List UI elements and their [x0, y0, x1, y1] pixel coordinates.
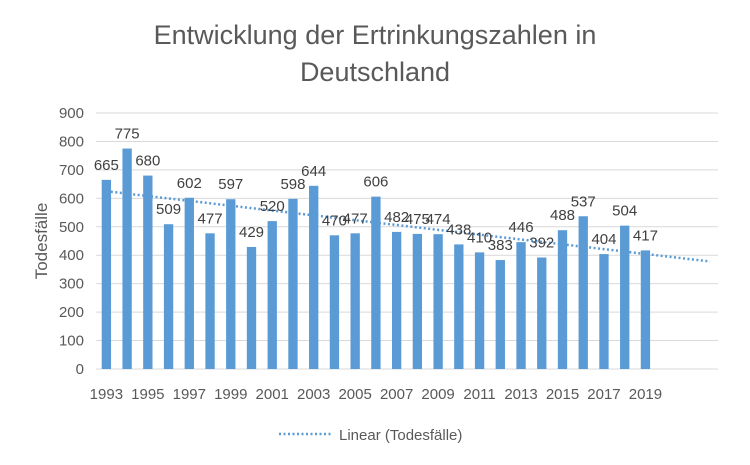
chart-title-line-2: Deutschland [300, 57, 450, 87]
bar-2018 [620, 225, 630, 369]
bar-2011 [474, 252, 485, 369]
bar-2014 [537, 257, 547, 369]
x-tick-label: 2005 [338, 386, 371, 403]
y-tick-label: 300 [59, 276, 84, 293]
data-label-2012: 383 [488, 237, 513, 254]
x-tick-label: 2011 [463, 386, 495, 403]
data-label-2002: 598 [280, 176, 305, 193]
data-label-1994: 775 [115, 126, 140, 143]
data-label-2011: 410 [467, 229, 492, 246]
x-tick-label: 2001 [256, 386, 289, 403]
y-tick-label: 800 [59, 133, 84, 150]
bar-2003 [309, 185, 319, 369]
chart-title-line-1: Entwicklung der Ertrinkungszahlen in [154, 20, 597, 50]
x-tick-label: 2007 [380, 386, 413, 403]
data-label-2001: 520 [260, 198, 285, 215]
bar-2006 [371, 196, 381, 369]
x-tick-label: 2009 [421, 386, 454, 403]
data-label-2014: 392 [529, 234, 554, 251]
y-tick-label: 600 [59, 190, 84, 207]
bar-2009 [433, 234, 443, 369]
bar-2001 [267, 221, 277, 369]
bar-1996 [163, 224, 174, 369]
bar-2004 [329, 235, 340, 369]
bar-2012 [495, 260, 505, 369]
data-label-2018: 504 [612, 203, 637, 220]
data-label-2017: 404 [591, 231, 616, 248]
bar-1997 [184, 197, 194, 369]
y-axis-ticks: 0 100 200 300 400 500 600 700 800 900 [59, 105, 84, 378]
y-tick-label: 100 [59, 333, 84, 350]
x-tick-label: 2015 [546, 386, 579, 403]
y-tick-label: 900 [59, 105, 84, 122]
data-label-2008: 475 [405, 211, 430, 228]
y-tick-label: 700 [59, 162, 84, 179]
bar-2000 [246, 246, 257, 369]
bar-1998 [205, 233, 215, 369]
bar-2002 [288, 198, 298, 369]
x-tick-label: 2003 [297, 386, 330, 403]
data-labels: 6657756805096024775974295205986444704776… [94, 126, 658, 255]
x-tick-label: 2019 [629, 386, 662, 403]
data-label-2010: 438 [446, 221, 471, 238]
data-label-2009: 474 [426, 211, 451, 228]
data-label-1993: 665 [94, 157, 119, 174]
x-tick-label: 1999 [214, 386, 247, 403]
x-tick-label: 1995 [131, 386, 164, 403]
bar-1999 [226, 199, 236, 369]
data-label-2006: 606 [363, 174, 388, 191]
data-label-1997: 602 [177, 175, 202, 192]
bar-2013 [516, 242, 526, 369]
data-label-1998: 477 [198, 210, 223, 227]
bar-2019 [640, 250, 651, 369]
legend: Linear (Todesfälle) [279, 427, 462, 444]
y-axis-label: Todesfälle [32, 203, 51, 280]
x-tick-label: 1993 [90, 386, 123, 403]
data-label-2013: 446 [509, 219, 534, 236]
y-tick-label: 0 [76, 361, 84, 378]
bars [101, 148, 651, 369]
data-label-2000: 429 [239, 224, 264, 241]
bar-2008 [412, 233, 423, 369]
data-label-2015: 488 [550, 207, 575, 224]
data-label-1996: 509 [156, 201, 181, 218]
bar-2010 [454, 244, 464, 369]
x-axis-ticks: 1993 1995 1997 1999 2001 2003 2005 2007 2009 2011… [90, 386, 662, 403]
bar-2007 [391, 231, 402, 369]
data-label-2004: 470 [322, 212, 347, 229]
legend-trendline-label: Linear (Todesfälle) [339, 427, 462, 444]
bar-2005 [350, 233, 360, 369]
bar-2017 [599, 254, 609, 369]
data-label-1995: 680 [135, 153, 160, 170]
bar-2015 [557, 230, 568, 369]
bar-1995 [143, 175, 153, 369]
data-label-1999: 597 [218, 176, 243, 193]
data-label-2016: 537 [571, 193, 596, 210]
x-tick-label: 1997 [173, 386, 206, 403]
x-tick-label: 2013 [504, 386, 537, 403]
bar-1994 [122, 148, 132, 369]
data-label-2007: 482 [384, 209, 409, 226]
data-label-2005: 477 [343, 210, 368, 227]
y-tick-label: 400 [59, 247, 84, 264]
data-label-2003: 644 [301, 163, 326, 180]
y-tick-label: 200 [59, 304, 84, 321]
bar-1993 [101, 179, 112, 369]
bar-2016 [578, 216, 588, 369]
x-tick-label: 2017 [587, 386, 620, 403]
y-tick-label: 500 [59, 219, 84, 236]
data-label-2019: 417 [633, 227, 658, 244]
